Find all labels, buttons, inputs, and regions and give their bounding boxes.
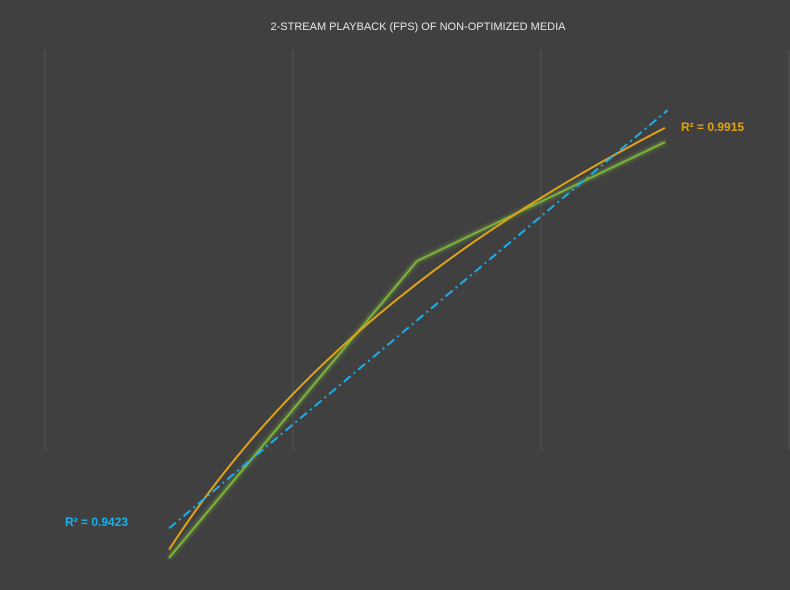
trendline-label: R² = 0.9915 (681, 120, 744, 134)
chart-title: 2-STREAM PLAYBACK (FPS) OF NON-OPTIMIZED… (271, 21, 567, 33)
trendline-label: R² = 0.9423 (65, 515, 128, 529)
trendline (168, 109, 669, 530)
trendline (168, 126, 666, 551)
